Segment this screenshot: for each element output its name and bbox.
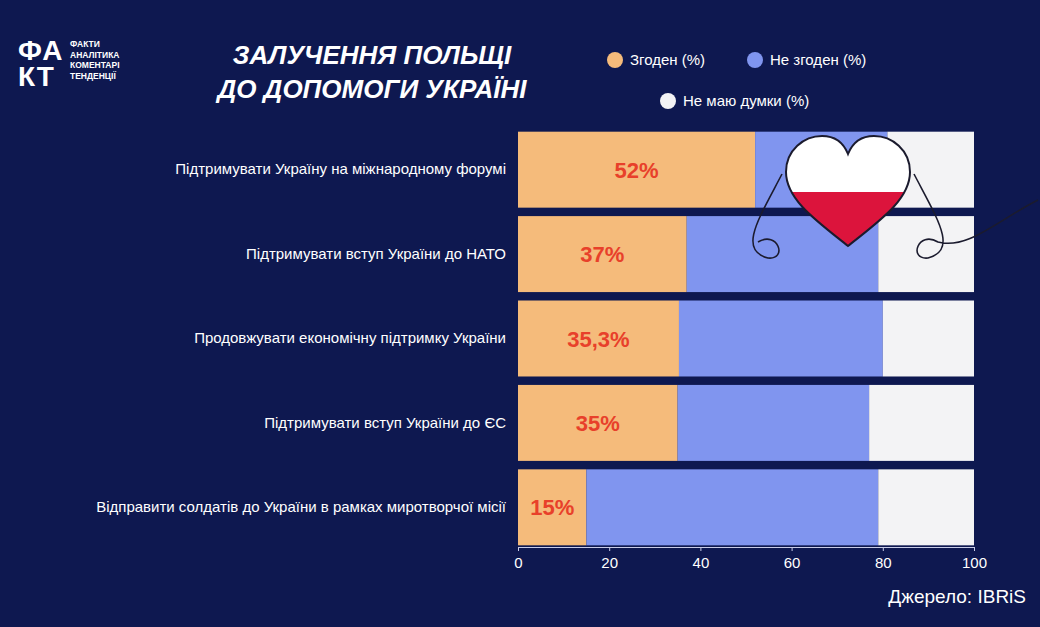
x-tick: 20 [601,547,618,571]
legend-swatch [747,52,763,68]
title: ЗАЛУЧЕННЯ ПОЛЬЩІДО ДОПОМОГИ УКРАЇНІ [215,40,527,104]
x-tick-label: 0 [514,554,522,571]
y-tick-label: Підтримувати вступ України до ЄС [264,414,506,431]
bar-segment [518,385,678,461]
y-tick: Продовжувати економічну підтримку Україн… [194,329,518,346]
y-tick: Підтримувати вступ України до ЄС [264,414,518,431]
x-tick: 100 [962,547,987,571]
x-axis: 0 20 40 60 80 100 [514,547,987,571]
legend-label: Не згоден (%) [770,51,866,68]
bar-segment [878,469,974,545]
x-tick: 60 [784,547,801,571]
bar-segment [518,132,755,208]
legend-label: Не маю думки (%) [683,92,809,109]
brand-text: АНАЛІТИКА [70,50,119,60]
x-tick-label: 60 [784,554,801,571]
x-axis-line [519,548,975,552]
bar-segment [678,385,870,461]
x-tick: 40 [693,547,710,571]
brand: ФАКТФАКТИАНАЛІТИКАКОМЕНТАРІТЕНДЕНЦІЇ [18,35,120,92]
y-tick: Відправити солдатів до України в рамках … [96,498,518,515]
x-tick-mark [609,547,610,551]
legend-label: Згоден (%) [630,51,705,68]
x-tick-mark [700,547,701,551]
y-tick-label: Підтримувати вступ України до НАТО [246,245,506,262]
bar-segment [878,216,974,292]
bar-segment [518,301,679,377]
brand-text: КОМЕНТАРІ [70,60,120,70]
data-label: 37% [580,242,624,267]
bars [518,132,974,546]
x-tick: 0 [514,547,522,571]
legend: Згоден (%) Не згоден (%) Не маю думки (%) [607,51,866,109]
data-label: 35,3% [567,327,629,352]
x-tick-mark [883,547,884,551]
heart-outline [786,136,910,246]
x-tick-mark [974,547,975,551]
source: Джерело: IBRiS [888,586,1026,607]
heart-icon [753,130,1038,258]
heart-ribbon [753,174,1038,258]
chart: ФАКТФАКТИАНАЛІТИКАКОМЕНТАРІТЕНДЕНЦІЇЗАЛУ… [0,0,1040,627]
legend-swatch [607,52,623,68]
background [0,0,1040,627]
x-tick-label: 20 [601,554,618,571]
y-tick-label: Підтримувати Україну на міжнародному фор… [175,160,506,177]
heart-red [778,192,918,252]
brand-text: ФАКТИ [70,39,100,49]
x-tick-label: 100 [962,554,987,571]
x-tick-label: 40 [693,554,710,571]
brand-text: ТЕНДЕНЦІЇ [70,71,116,81]
x-tick-mark [518,547,519,551]
heart-white [778,130,918,192]
bar-segment [518,216,687,292]
y-tick-label: Відправити солдатів до України в рамках … [96,498,507,515]
x-tick-label: 80 [875,554,892,571]
y-tick: Підтримувати Україну на міжнародному фор… [175,160,518,177]
brand-mark: КТ [18,61,55,92]
y-axis: Підтримувати Україну на міжнародному фор… [96,160,518,515]
x-tick: 80 [875,547,892,571]
bar-segment [679,301,883,377]
bar-segment [883,301,974,377]
data-label: 35% [576,411,620,436]
x-tick-mark [792,547,793,551]
data-label: 52% [615,158,659,183]
bar-segment [518,469,586,545]
data-labels: 52% 37% 35,3% 35% 15% [530,158,658,521]
y-tick: Підтримувати вступ України до НАТО [246,245,518,262]
bar-segment [869,385,974,461]
y-tick-label: Продовжувати економічну підтримку Україн… [194,329,506,346]
bar-segment [586,469,878,545]
data-label: 15% [530,495,574,520]
legend-swatch [660,93,676,109]
